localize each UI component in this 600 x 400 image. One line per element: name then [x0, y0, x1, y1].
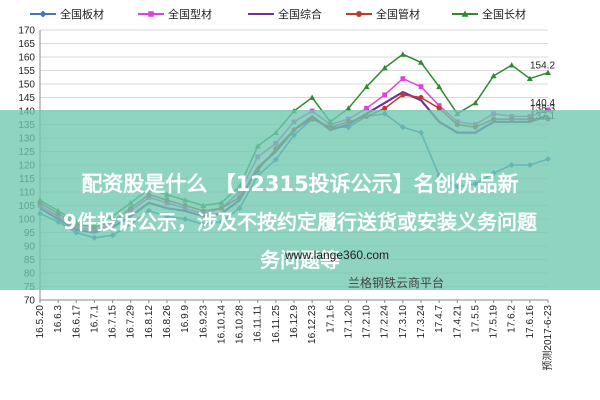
data-point	[148, 11, 154, 17]
legend-label: 全国板材	[60, 7, 104, 21]
x-tick-label: 16.11.11	[253, 305, 264, 343]
data-point	[39, 10, 47, 18]
watermark-name: 兰格钢铁云商平台	[348, 276, 445, 290]
x-tick-label: 17.1.20	[343, 305, 354, 339]
y-tick-label: 160	[18, 53, 35, 64]
data-point	[526, 75, 533, 81]
data-point	[400, 76, 406, 81]
x-tick-label: 17.4.21	[452, 305, 463, 339]
data-point	[418, 94, 424, 101]
chart-legend: 全国板材 全国型材 全国综合 全国管材 全国长材	[30, 7, 526, 21]
x-tick-label: 16.7.15	[108, 305, 119, 339]
x-tick-label: 17.2.24	[380, 305, 391, 339]
data-point	[309, 94, 316, 100]
data-point	[382, 105, 388, 111]
headline-line-2: 9件投诉公示，涉及不按约定履行送货或安装义务问题	[63, 210, 537, 234]
data-point	[364, 105, 369, 111]
end-value-label: 138.3	[530, 104, 555, 115]
legend-label: 全国长材	[482, 7, 526, 21]
end-value-label: 154.2	[530, 61, 555, 72]
data-point	[545, 107, 551, 113]
y-tick-label: 70	[24, 296, 36, 307]
x-tick-label: 16.10.14	[216, 305, 227, 344]
x-tick-label: 17.6.16	[525, 305, 536, 339]
x-tick-label: 16.10.28	[235, 305, 246, 344]
data-point	[418, 59, 424, 65]
data-point	[508, 62, 515, 68]
x-tick-label: 16.7.1	[89, 305, 100, 333]
y-tick-label: 170	[18, 26, 35, 37]
y-tick-label: 165	[18, 39, 35, 50]
x-tick-label: 预测2017-6-23	[541, 305, 554, 371]
x-tick-label: 16.6.17	[71, 305, 82, 339]
data-point	[461, 10, 469, 17]
x-tick-label: 16.9.9	[180, 305, 191, 333]
data-point	[490, 72, 497, 79]
x-tick-label: 17.4.7	[434, 305, 445, 333]
watermark-url: www.lange360.com	[285, 248, 390, 262]
data-point	[436, 105, 442, 111]
x-tick-label: 17.5.5	[470, 305, 481, 333]
data-point	[472, 99, 479, 106]
end-value-label: 140.4	[530, 98, 555, 109]
legend-label: 全国管材	[376, 7, 420, 21]
x-tick-label: 16.7.29	[126, 305, 137, 339]
data-point	[436, 83, 443, 90]
legend-entry: 全国长材	[452, 7, 526, 21]
x-tick-label: 16.6.3	[53, 305, 64, 333]
x-tick-label: 16.11.25	[271, 305, 282, 344]
data-point	[382, 92, 388, 98]
data-point	[345, 105, 352, 111]
x-tick-label: 16.8.26	[162, 305, 173, 339]
data-point	[356, 11, 362, 17]
legend-entry: 全国板材	[30, 7, 104, 21]
x-tick-label: 16.5.20	[35, 305, 46, 339]
legend-entry: 全国管材	[346, 7, 420, 21]
data-point	[381, 64, 388, 71]
x-tick-label: 16.8.12	[144, 305, 155, 339]
x-tick-label: 17.1.6	[325, 305, 336, 333]
x-tick-label: 16.12.23	[307, 305, 318, 344]
x-tick-label: 17.3.24	[416, 305, 427, 339]
headline-line-3: 务问题等	[260, 248, 340, 272]
y-tick-label: 145	[18, 93, 35, 104]
y-tick-label: 155	[18, 66, 35, 77]
legend-label: 全国综合	[278, 7, 322, 21]
data-point	[545, 69, 551, 76]
data-point	[363, 83, 370, 90]
legend-label: 全国型材	[168, 7, 212, 21]
headline-overlay-banner: 配资股是什么 【12315投诉公示】名创优品新 9件投诉公示，涉及不按约定履行送…	[0, 110, 600, 290]
legend-entry: 全国型材	[138, 7, 212, 21]
data-point	[436, 103, 442, 108]
x-tick-label: 17.2.10	[362, 305, 373, 339]
data-point	[400, 92, 406, 98]
x-tick-label: 16.9.23	[198, 305, 209, 339]
legend-entry: 全国综合	[248, 7, 322, 21]
x-tick-label: 17.3.10	[398, 305, 409, 339]
data-point	[399, 51, 406, 57]
x-tick-label: 17.6.2	[507, 305, 518, 333]
data-point	[418, 84, 424, 90]
headline-line-1: 配资股是什么 【12315投诉公示】名创优品新	[81, 172, 519, 196]
x-tick-label: 17.5.19	[489, 305, 500, 339]
y-tick-label: 150	[18, 80, 35, 91]
x-tick-label: 16.12.9	[289, 305, 300, 339]
